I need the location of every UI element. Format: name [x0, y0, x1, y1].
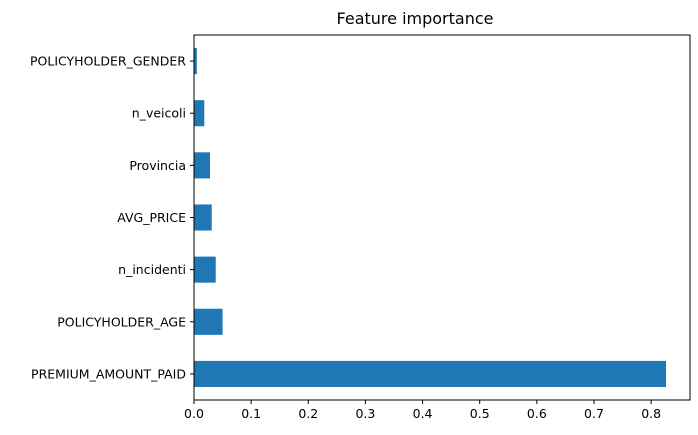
plot-area-border [193, 34, 691, 401]
bar-policyholder-age [194, 308, 223, 335]
x-tick-label: 0.6 [527, 406, 547, 421]
bar-policyholder-gender [194, 48, 197, 75]
chart-title: Feature importance [337, 9, 494, 28]
x-tick-label: 0.0 [184, 406, 204, 421]
y-axis-ticks: PREMIUM_AMOUNT_PAID POLICYHOLDER_AGE n_inc… [30, 54, 194, 381]
x-tick-label: 0.8 [641, 406, 661, 421]
x-tick-label: 0.3 [355, 406, 375, 421]
x-tick-label: 0.7 [584, 406, 604, 421]
bar-provincia [194, 152, 210, 179]
x-tick-label: 0.1 [241, 406, 261, 421]
x-tick-label: 0.5 [470, 406, 490, 421]
y-tick-label: POLICYHOLDER_AGE [57, 314, 186, 329]
x-tick-label: 0.2 [298, 406, 318, 421]
axes-frame [193, 34, 691, 401]
y-tick-label: PREMIUM_AMOUNT_PAID [31, 366, 186, 381]
x-axis-ticks: 0.0 0.1 0.2 0.3 0.4 0.5 0.6 0.7 0.8 [184, 400, 661, 421]
bar-n-veicoli [194, 100, 205, 127]
bar-n-incidenti [194, 256, 216, 283]
y-tick-label: n_veicoli [132, 106, 186, 121]
y-tick-label: n_incidenti [118, 262, 186, 277]
y-tick-label: POLICYHOLDER_GENDER [30, 54, 186, 69]
bar-avg-price [194, 204, 212, 231]
bars-group [194, 48, 666, 387]
y-tick-label: AVG_PRICE [117, 210, 186, 225]
bar-premium-amount-paid [194, 360, 666, 387]
x-tick-label: 0.4 [413, 406, 433, 421]
y-tick-label: Provincia [129, 158, 186, 173]
